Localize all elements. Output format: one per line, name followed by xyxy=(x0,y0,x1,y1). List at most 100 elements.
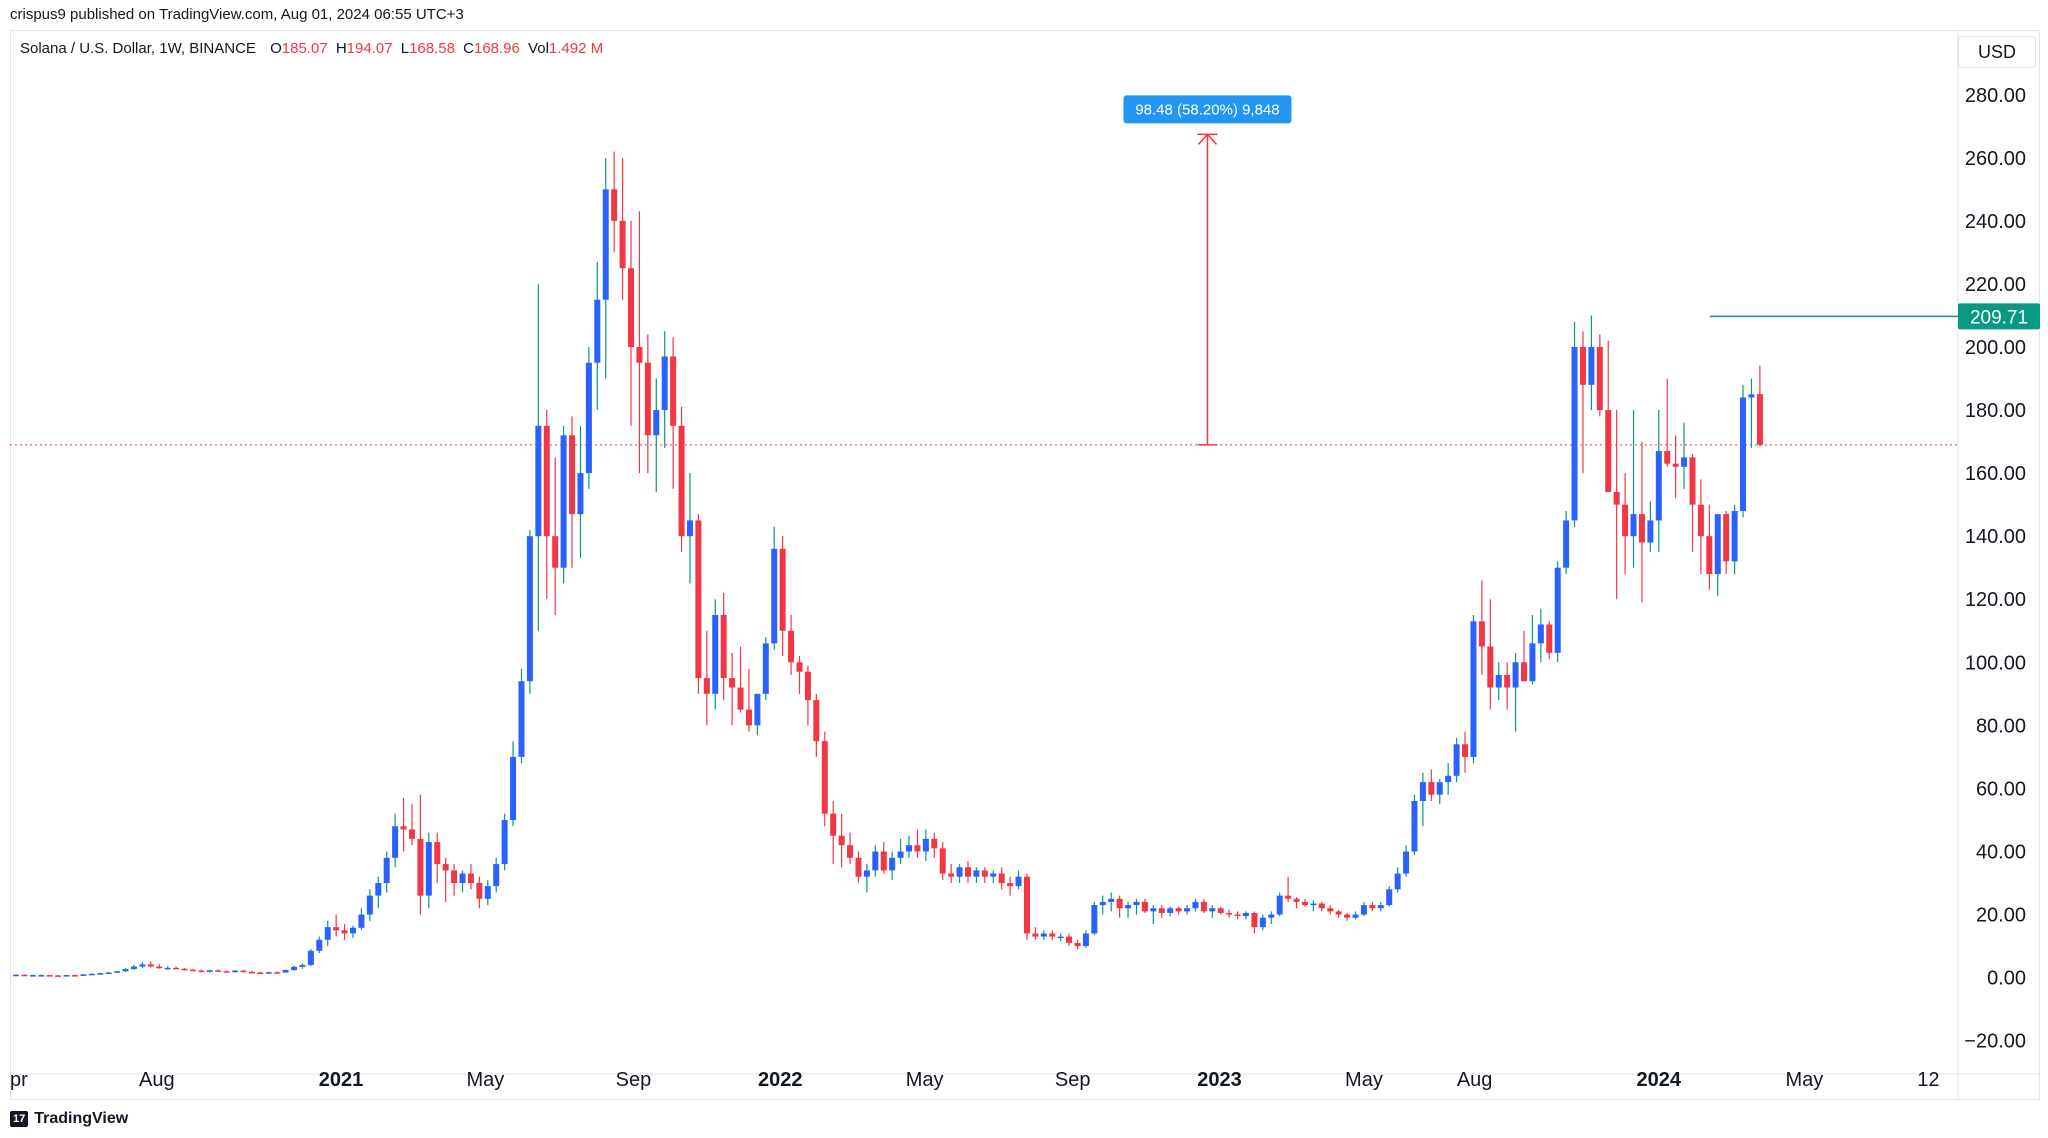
candle-body xyxy=(299,964,306,967)
candle-body xyxy=(1369,905,1376,909)
candle-body xyxy=(392,826,399,858)
y-tick-label: 100.00 xyxy=(1965,652,2026,674)
candle-body xyxy=(1664,451,1671,464)
candle-body xyxy=(1579,347,1586,385)
candle-body xyxy=(248,971,255,974)
candle-body xyxy=(1571,347,1578,521)
candle-body xyxy=(316,939,323,951)
candle-body xyxy=(1596,347,1603,411)
x-tick-label: May xyxy=(906,1069,944,1091)
candle-body xyxy=(990,873,997,877)
candle-body xyxy=(1057,936,1064,939)
volume-value: 1.492 M xyxy=(548,40,604,57)
candle-body xyxy=(1251,912,1258,928)
candle-body xyxy=(821,741,828,814)
candle-body xyxy=(1622,504,1629,537)
candle-body xyxy=(1082,933,1089,947)
y-tick-label: 240.00 xyxy=(1965,211,2026,233)
tradingview-label: TradingView xyxy=(34,1110,129,1127)
candle-body xyxy=(1200,901,1207,912)
volume-label: Vol xyxy=(528,40,549,57)
candle-body xyxy=(493,864,500,887)
candle-body xyxy=(602,189,609,300)
candle-body xyxy=(1226,912,1233,915)
candle-body xyxy=(1394,873,1401,890)
y-tick-label: 40.00 xyxy=(1976,841,2026,863)
x-tick-label: 2024 xyxy=(1637,1069,1682,1091)
candle-body xyxy=(535,425,542,537)
candle-body xyxy=(678,425,685,537)
candle-body xyxy=(1066,936,1073,943)
low-label: L xyxy=(400,40,410,57)
candle-body xyxy=(661,356,668,411)
candle-body xyxy=(425,842,432,896)
candle-body xyxy=(417,838,424,896)
candle-body xyxy=(771,548,778,644)
candle-body xyxy=(1588,347,1595,385)
candle-body xyxy=(1672,463,1679,467)
candle-body xyxy=(1613,492,1620,505)
tradingview-brand[interactable]: 17 TradingView xyxy=(10,1110,128,1128)
candle-body xyxy=(1740,397,1747,511)
x-tick-label: May xyxy=(1786,1069,1824,1091)
candle-body xyxy=(173,967,180,970)
candle-body xyxy=(274,972,281,974)
candle-body xyxy=(265,972,272,974)
x-tick-label: May xyxy=(466,1069,504,1091)
candle-body xyxy=(223,971,230,973)
candle-body xyxy=(1445,775,1452,783)
candle-body xyxy=(948,873,955,877)
candle-body xyxy=(956,867,963,877)
candle-body xyxy=(754,693,761,726)
candle-body xyxy=(349,927,356,934)
candle-body xyxy=(526,536,533,682)
close-label: C xyxy=(463,40,474,57)
y-tick-label: 200.00 xyxy=(1965,337,2026,359)
candle-body xyxy=(510,756,517,820)
candle-body xyxy=(459,873,466,884)
candle-body xyxy=(476,883,483,899)
candle-body xyxy=(1689,457,1696,505)
candle-body xyxy=(442,864,449,871)
y-tick-label: 220.00 xyxy=(1965,274,2026,296)
candle-body xyxy=(1175,908,1182,912)
candle-body xyxy=(324,927,331,940)
y-tick-label: 140.00 xyxy=(1965,526,2026,548)
candle-body xyxy=(232,970,239,973)
y-tick-label: 0.00 xyxy=(1987,968,2026,990)
candle-body xyxy=(1529,643,1536,682)
candle-body xyxy=(21,974,28,977)
tradingview-logo-icon: 17 xyxy=(10,1111,29,1127)
candle-body xyxy=(1091,905,1098,934)
candle-body xyxy=(813,700,820,742)
candle-body xyxy=(1293,898,1300,902)
x-tick-label: 2022 xyxy=(758,1069,803,1091)
candle-body xyxy=(1285,895,1292,899)
candle-body xyxy=(105,972,112,975)
candle-body xyxy=(1520,662,1527,682)
candle-body xyxy=(981,870,988,877)
low-value: 168.58 xyxy=(409,40,455,57)
candle-body xyxy=(880,851,887,871)
candle-body xyxy=(1007,883,1014,887)
candle-body xyxy=(569,435,576,515)
candle-body xyxy=(897,851,904,858)
candle-body xyxy=(644,362,651,436)
candle-body xyxy=(1276,895,1283,915)
close-value: 168.96 xyxy=(473,40,520,57)
candle-body xyxy=(1108,898,1115,902)
candle-body xyxy=(1546,624,1553,653)
candle-body xyxy=(1731,510,1738,562)
candle-body xyxy=(1327,908,1334,912)
candle-body xyxy=(1647,520,1654,543)
candle-body xyxy=(366,895,373,915)
y-tick-label: 20.00 xyxy=(1976,905,2026,927)
candle-body xyxy=(1563,520,1570,568)
candle-body xyxy=(383,857,390,884)
currency-button[interactable]: USD xyxy=(1958,36,2036,68)
candle-body xyxy=(198,970,205,973)
candle-body xyxy=(181,968,188,971)
candle-body xyxy=(560,435,567,568)
candle-body xyxy=(1074,942,1081,947)
